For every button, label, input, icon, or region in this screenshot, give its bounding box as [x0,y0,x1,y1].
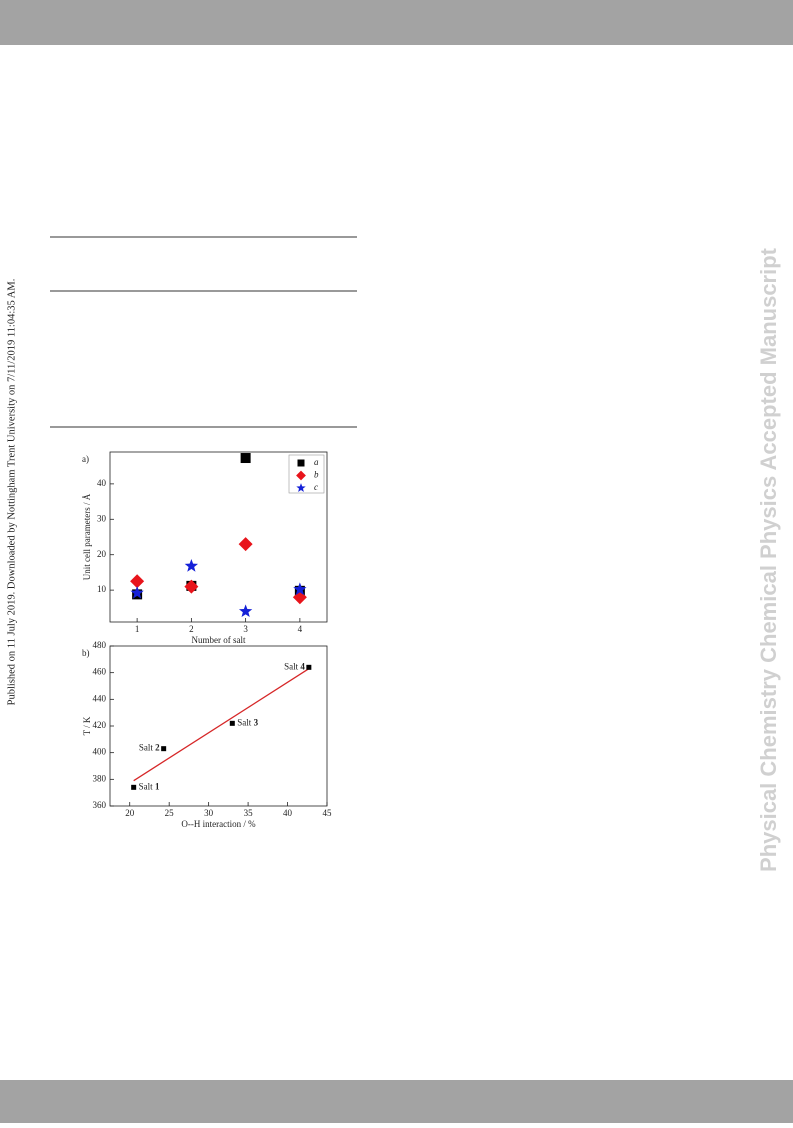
marker-star [184,559,199,572]
marker-star [238,604,253,618]
y-tick-label: 420 [93,720,107,730]
point-label-number: 2 [155,743,160,753]
marker-diamond [184,579,199,594]
y-tick-label: 30 [97,513,107,523]
y-tick-label: 380 [93,773,107,783]
y-axis-label: Unit cell parameters / Å [82,493,92,580]
point-label-text: Salt [237,717,252,727]
y-tick-label: 360 [93,800,107,810]
x-tick-label: 25 [165,808,175,818]
legend-marker [297,459,305,467]
point-label-text: Salt [284,661,299,671]
y-tick-label: 460 [93,667,107,677]
point-label-number: 1 [155,781,160,791]
x-tick-label: 30 [204,808,214,818]
point-label: Salt 3 [237,717,258,727]
y-tick-label: 20 [97,549,107,559]
marker-square [229,720,235,726]
point-label-number: 3 [254,717,259,727]
x-tick-label: 20 [125,808,135,818]
y-tick-label: 480 [93,640,107,650]
x-tick-label: 40 [283,808,293,818]
x-tick-label: 2 [189,624,194,634]
y-tick-label: 400 [93,747,107,757]
legend-label: b [314,470,319,480]
marker-diamond [238,537,253,552]
x-tick-label: 35 [244,808,254,818]
y-tick-label: 40 [97,478,107,488]
panel-label: a) [82,454,89,464]
y-axis-label: T / K [82,716,92,735]
x-axis-label: Number of salt [192,635,246,645]
x-tick-label: 3 [243,624,248,634]
side-note: Published on 11 July 2019. Downloaded by… [6,279,17,706]
x-tick-label: 45 [323,808,333,818]
point-label-number: 4 [300,661,305,671]
panel-label: b) [82,648,90,658]
x-axis-label: O--H interaction / % [181,819,256,829]
header-bar [0,0,793,45]
x-tick-label: 1 [135,624,140,634]
marker-square [161,746,167,752]
point-label: Salt 4 [284,661,305,671]
marker-square [131,784,137,790]
point-label-text: Salt [139,743,154,753]
marker-star [130,585,144,599]
watermark: Physical Chemistry Chemical Physics Acce… [756,247,781,872]
legend-box [288,454,325,494]
y-tick-label: 10 [97,584,107,594]
point-label: Salt 2 [139,743,160,753]
marker-star [293,582,307,596]
x-tick-label: 4 [298,624,303,634]
fit-line [133,668,310,782]
plot-frame [109,451,328,623]
legend-label: a [314,457,319,467]
marker-diamond [130,574,145,589]
legend-label: c [314,482,318,492]
marker-square [240,453,251,464]
y-tick-label: 440 [93,693,107,703]
point-label: Salt 1 [139,781,160,791]
point-label-text: Salt [139,781,154,791]
marker-square [306,664,312,670]
legend-marker [296,483,306,492]
footer-bar [0,1080,793,1123]
